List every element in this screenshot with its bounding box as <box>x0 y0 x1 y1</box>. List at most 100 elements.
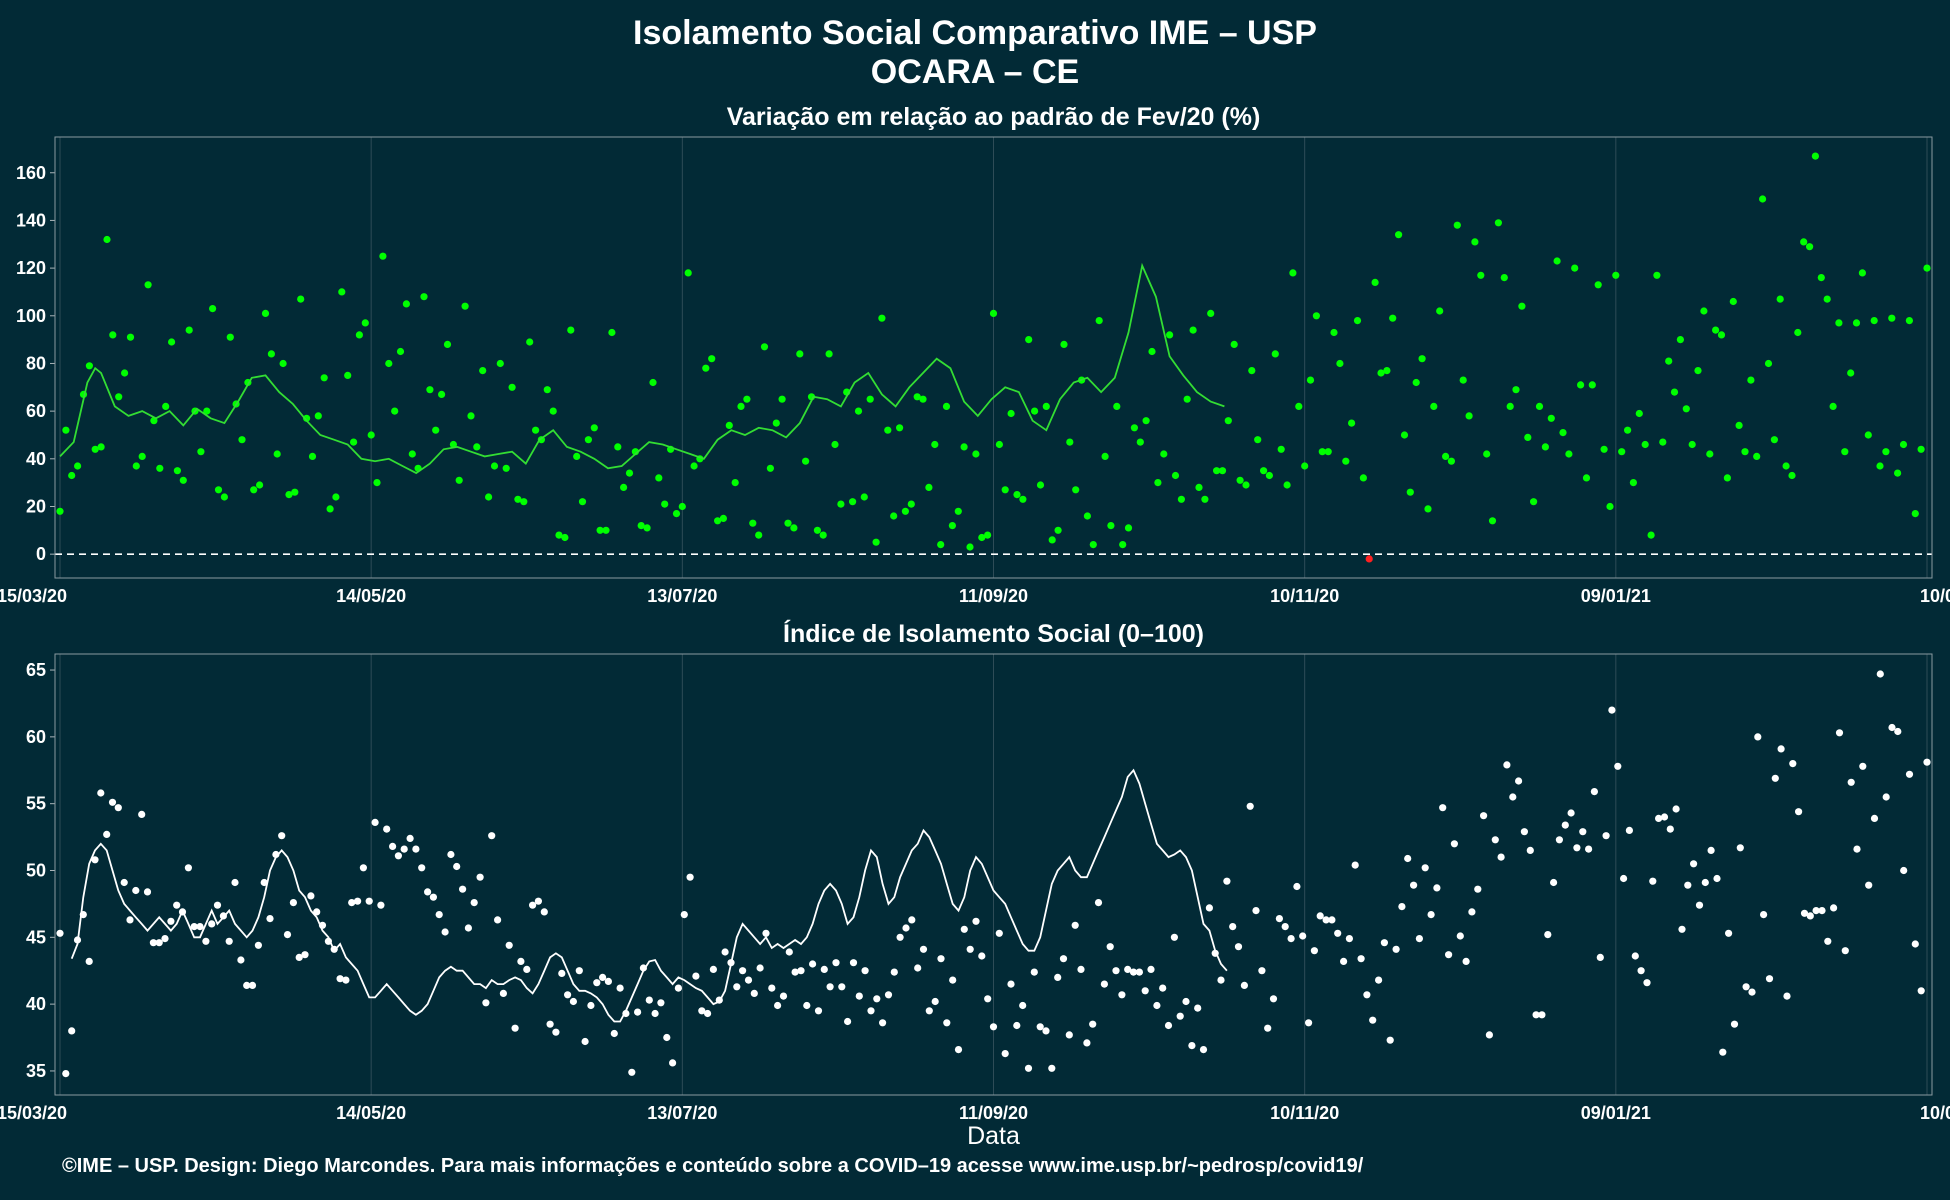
data-point <box>1670 388 1679 396</box>
data-point <box>1430 402 1438 410</box>
data-point <box>1248 367 1256 375</box>
data-point <box>520 498 528 506</box>
data-point <box>1538 1011 1546 1019</box>
data-point <box>1660 813 1669 821</box>
data-point <box>267 350 275 358</box>
data-point <box>797 967 805 975</box>
data-point <box>1415 935 1423 943</box>
x-tick-label: 10/11/20 <box>1270 586 1339 606</box>
data-point <box>476 873 484 881</box>
data-point <box>1124 524 1133 532</box>
moving-average-line <box>70 768 1228 1023</box>
data-point <box>320 374 328 382</box>
data-point <box>1725 929 1733 937</box>
data-point <box>540 908 548 916</box>
data-point <box>1618 448 1626 456</box>
data-point <box>849 498 857 506</box>
data-point <box>739 967 747 975</box>
data-point <box>168 338 176 346</box>
y-tick-label: 140 <box>16 210 46 230</box>
data-point <box>1494 219 1502 227</box>
data-point <box>578 498 587 506</box>
data-point <box>1065 1031 1073 1039</box>
data-point <box>408 450 416 458</box>
data-point <box>1614 762 1622 770</box>
data-point <box>1477 271 1485 279</box>
data-point <box>97 443 105 451</box>
data-point <box>1007 409 1015 418</box>
data-point <box>365 897 373 905</box>
data-point <box>1330 328 1338 337</box>
data-point <box>1678 925 1686 933</box>
data-point <box>1829 402 1837 410</box>
panel-title: Variação em relação ao padrão de Fev/20 … <box>727 103 1261 131</box>
chart-canvas: 15/03/20 14/05/20 13/07/20 11/09/20 10/11/20… <box>0 103 1950 1150</box>
data-point <box>479 367 487 375</box>
data-point <box>1112 967 1120 975</box>
data-point <box>1252 907 1260 915</box>
data-point <box>344 371 352 379</box>
data-point <box>1269 995 1278 1003</box>
data-point <box>1089 541 1097 549</box>
data-point <box>860 493 868 501</box>
data-point <box>1240 981 1248 990</box>
data-point <box>514 495 522 503</box>
data-point <box>995 929 1003 937</box>
data-point <box>1643 979 1651 987</box>
data-point <box>526 338 534 346</box>
data-point <box>1789 760 1797 768</box>
data-point <box>1119 541 1127 549</box>
y-tick-label: 40 <box>26 994 46 1014</box>
data-point <box>429 893 437 901</box>
data-point <box>109 331 117 339</box>
data-point <box>772 419 780 427</box>
data-point <box>1404 854 1412 863</box>
data-point <box>1559 429 1567 437</box>
y-tick-label: 80 <box>26 353 46 373</box>
data-point <box>1236 476 1244 484</box>
data-point <box>449 440 457 449</box>
data-point <box>1629 479 1637 487</box>
data-point <box>1730 1020 1739 1028</box>
data-point <box>402 300 410 308</box>
data-point <box>1748 988 1756 996</box>
data-point <box>1876 670 1884 678</box>
data-point <box>873 995 881 1003</box>
data-point <box>56 507 64 515</box>
data-point <box>143 888 152 896</box>
panel-title: Índice de Isolamento Social (0–100) <box>783 619 1204 648</box>
data-point <box>686 873 694 881</box>
data-point <box>126 333 135 341</box>
data-point <box>593 979 601 987</box>
data-point <box>1447 457 1455 465</box>
data-point <box>1369 1016 1377 1024</box>
data-point <box>744 976 753 984</box>
data-point <box>1094 899 1103 907</box>
data-point <box>1690 860 1698 868</box>
data-point <box>1759 195 1767 203</box>
data-point <box>1588 381 1596 389</box>
y-tick-label: 65 <box>26 660 46 680</box>
data-point <box>1077 965 1085 974</box>
data-point <box>1306 376 1315 384</box>
data-point <box>1439 804 1447 812</box>
y-tick-label: 20 <box>26 496 46 516</box>
data-point <box>1835 729 1844 737</box>
data-point <box>173 901 181 909</box>
data-point <box>1794 328 1802 337</box>
data-point <box>832 959 840 967</box>
data-point <box>972 917 980 925</box>
data-point <box>532 426 540 434</box>
plot-border <box>54 653 1933 1096</box>
x-tick-label: 13/07/20 <box>647 1103 717 1123</box>
data-point <box>208 920 216 928</box>
data-point <box>813 526 822 534</box>
data-point <box>1782 462 1790 470</box>
data-point <box>1217 976 1225 984</box>
data-point <box>943 1019 951 1027</box>
data-point <box>1345 935 1353 943</box>
data-point <box>1596 953 1604 962</box>
data-point <box>937 541 945 549</box>
data-point <box>348 899 356 907</box>
data-point <box>1882 793 1890 801</box>
